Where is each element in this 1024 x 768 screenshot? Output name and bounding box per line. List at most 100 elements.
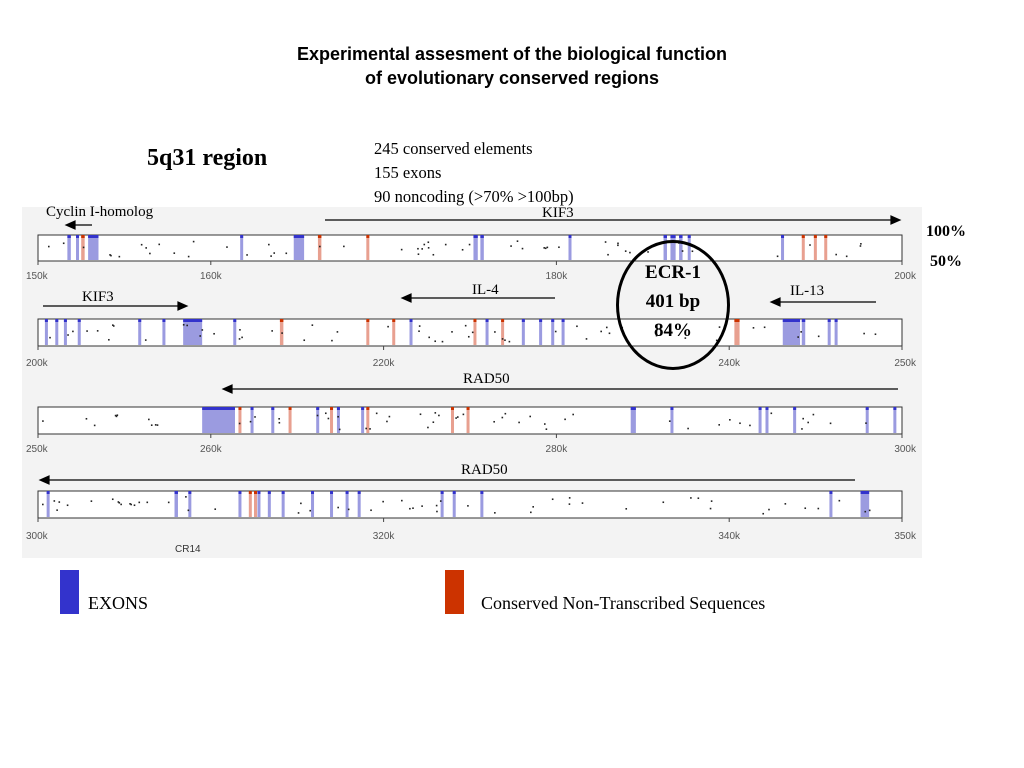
conservation-dot bbox=[662, 501, 665, 504]
conservation-dot bbox=[467, 335, 470, 338]
conservation-dot bbox=[108, 338, 110, 341]
cns-peak bbox=[330, 407, 334, 410]
ecr-identity: 84% bbox=[654, 320, 692, 341]
gene-label-rad50-b: RAD50 bbox=[461, 462, 508, 478]
exon-peak bbox=[480, 491, 484, 494]
conservation-dot bbox=[67, 334, 69, 336]
exon-block bbox=[452, 492, 456, 517]
cns-peak bbox=[248, 491, 252, 494]
exon-block bbox=[893, 408, 897, 433]
conservation-dot bbox=[617, 242, 619, 245]
percent-high: 100% bbox=[926, 223, 966, 240]
cns-peak bbox=[317, 235, 322, 238]
conservation-dot bbox=[239, 329, 241, 331]
conservation-dot bbox=[226, 246, 228, 248]
conservation-dot bbox=[409, 507, 411, 510]
exon-block bbox=[281, 492, 285, 517]
conservation-dot bbox=[187, 509, 190, 512]
conservation-dot bbox=[213, 332, 215, 335]
conservation-dot bbox=[111, 498, 114, 501]
conservation-dot bbox=[49, 336, 51, 339]
cns-block bbox=[366, 236, 370, 260]
conservation-dot bbox=[572, 413, 574, 416]
exon-block bbox=[758, 408, 762, 433]
track-box bbox=[37, 234, 903, 262]
conservation-dot bbox=[145, 247, 147, 249]
conservation-dot bbox=[133, 504, 136, 507]
conservation-dot bbox=[201, 329, 204, 331]
cns-block bbox=[330, 408, 334, 433]
axis-tick-label: 250k bbox=[26, 444, 49, 455]
conservation-dot bbox=[763, 326, 766, 329]
conservation-dot bbox=[776, 255, 779, 258]
exon-peak bbox=[345, 491, 349, 494]
exon-peak bbox=[865, 407, 869, 410]
slide-title: Experimental assesment of the biological… bbox=[0, 42, 1024, 90]
conservation-dot bbox=[297, 512, 300, 514]
exon-block bbox=[174, 492, 178, 517]
conservation-dot bbox=[241, 336, 243, 339]
title-line-1: Experimental assesment of the biological… bbox=[296, 44, 728, 64]
exon-peak bbox=[357, 491, 361, 494]
conservation-dot bbox=[546, 246, 549, 249]
conservation-dot bbox=[156, 424, 159, 426]
conservation-dot bbox=[709, 507, 712, 510]
conservation-dot bbox=[863, 332, 865, 335]
conservation-dot bbox=[66, 504, 69, 507]
exon-peak bbox=[311, 491, 315, 494]
conservation-dot bbox=[167, 501, 170, 504]
conservation-dot bbox=[494, 331, 496, 333]
conservation-dot bbox=[140, 243, 143, 246]
exon-peak bbox=[663, 235, 667, 238]
conservation-dot bbox=[418, 330, 420, 333]
conservation-dot bbox=[115, 415, 118, 418]
exon-block bbox=[440, 492, 444, 517]
conservation-dot bbox=[129, 503, 131, 505]
conservation-dot bbox=[130, 503, 132, 506]
conservation-dot bbox=[576, 325, 578, 328]
legend-exon-swatch bbox=[60, 570, 79, 614]
conservation-dot bbox=[829, 422, 832, 425]
exon-peak bbox=[409, 319, 413, 322]
exon-peak bbox=[240, 235, 244, 238]
conservation-dot bbox=[90, 500, 93, 502]
exon-block bbox=[76, 236, 80, 260]
cr14-label: CR14 bbox=[175, 544, 201, 555]
conservation-dot bbox=[116, 414, 119, 417]
exon-block bbox=[480, 236, 484, 260]
conservation-dot bbox=[749, 424, 751, 427]
gene-label-il13: IL-13 bbox=[790, 283, 825, 299]
exon-peak bbox=[55, 319, 59, 322]
conservation-dot bbox=[185, 496, 187, 498]
cns-block bbox=[466, 408, 470, 433]
exon-peak bbox=[568, 235, 572, 238]
exon-block bbox=[345, 492, 349, 517]
conservation-dot bbox=[784, 503, 787, 505]
region-label: 5q31 region bbox=[147, 145, 268, 171]
conservation-dot bbox=[554, 330, 557, 333]
exon-peak bbox=[330, 491, 334, 494]
conservation-dot bbox=[316, 414, 319, 417]
conservation-dot bbox=[817, 507, 820, 510]
conservation-dot bbox=[581, 502, 584, 504]
exon-block bbox=[865, 408, 869, 433]
cns-peak bbox=[366, 235, 370, 238]
conservation-dot bbox=[387, 325, 389, 328]
arrowhead-il4 bbox=[400, 293, 412, 303]
cns-peak bbox=[466, 407, 470, 410]
exon-peak bbox=[860, 491, 870, 494]
exon-block bbox=[336, 408, 340, 433]
axis-tick-label: 240k bbox=[718, 358, 741, 369]
exon-block bbox=[765, 408, 769, 433]
exon-peak bbox=[801, 319, 806, 322]
conservation-dot bbox=[42, 503, 44, 506]
exon-peak bbox=[781, 235, 785, 238]
conservation-dot bbox=[300, 502, 302, 505]
conservation-dot bbox=[427, 247, 430, 249]
exon-peak bbox=[88, 235, 99, 238]
conservation-dot bbox=[625, 508, 628, 510]
conservation-dot bbox=[868, 509, 871, 512]
cns-peak bbox=[254, 491, 257, 494]
conservation-dot bbox=[752, 327, 755, 329]
legend-cns-label: Conserved Non-Transcribed Sequences bbox=[481, 593, 766, 613]
